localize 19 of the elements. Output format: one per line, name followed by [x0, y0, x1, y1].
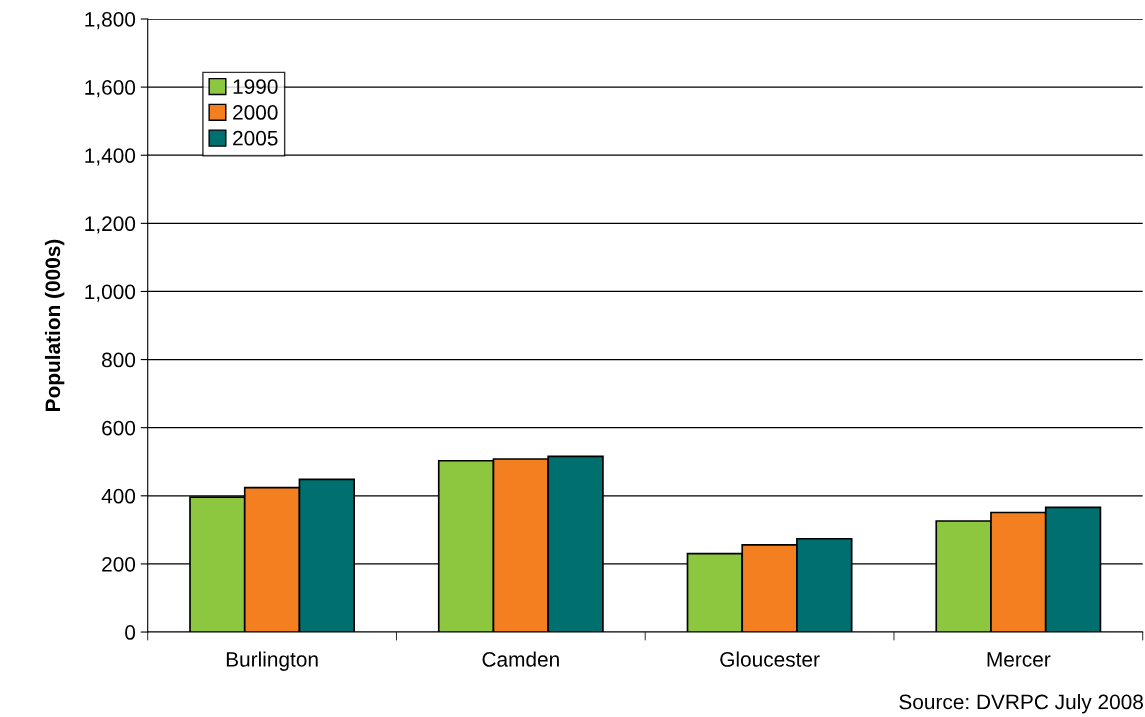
y-tick-label: 600	[102, 420, 136, 436]
x-tick-label: Gloucester	[720, 651, 820, 667]
y-tick-label: 1,600	[85, 80, 136, 98]
x-tick-label: Burlington	[226, 651, 318, 671]
y-tick-label: 1,000	[85, 284, 136, 302]
y-tick-label: 1,800	[85, 12, 136, 30]
x-tick-label: Camden	[482, 651, 559, 667]
y-tick-label: 800	[102, 352, 136, 368]
y-axis-title: Population (000s)	[44, 239, 65, 411]
legend-label: 2005	[233, 130, 278, 146]
y-tick-label: 200	[102, 556, 136, 572]
legend-label: 1990	[233, 79, 278, 94]
source-note: Source: DVRPC July 2008	[899, 693, 1143, 714]
y-tick-label: 1,400	[85, 148, 136, 166]
x-tick-label: Mercer	[987, 652, 1051, 667]
y-tick-label: 400	[101, 488, 136, 504]
y-tick-label: 0	[125, 625, 136, 640]
legend-label: 2000	[233, 105, 278, 120]
y-tick-label: 1,200	[85, 216, 136, 234]
